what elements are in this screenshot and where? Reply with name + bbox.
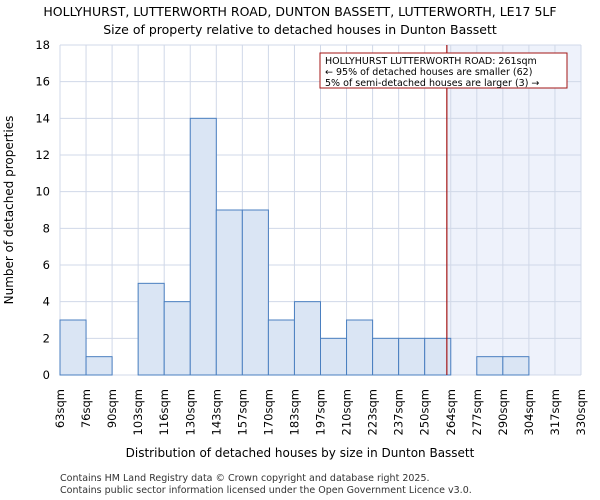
histogram-bar	[189, 117, 217, 376]
annotation-line: 5% of semi-detached houses are larger (3…	[325, 78, 539, 89]
y-tick-label: 12	[35, 148, 50, 162]
x-axis-title: Distribution of detached houses by size …	[126, 446, 475, 460]
plot-area: 0 2 4 6 8 10 12 14 16 18 63sqm 76sqm 90sqm 103sqm 116s…	[35, 38, 588, 435]
y-axis-title: Number of detached properties	[2, 116, 16, 305]
histogram-bar	[59, 319, 87, 376]
y-tick-label: 2	[43, 331, 50, 345]
y-tick-label: 10	[35, 185, 50, 199]
histogram-bar	[215, 209, 243, 376]
x-tick-label: 317sqm	[548, 389, 562, 435]
y-tick-label: 0	[43, 368, 50, 382]
x-tick-label: 197sqm	[314, 389, 328, 435]
annotation-line: ← 95% of detached houses are smaller (62…	[325, 67, 532, 78]
x-tick-label: 290sqm	[496, 389, 510, 435]
x-tick-label: 157sqm	[235, 389, 249, 435]
x-tick-label: 210sqm	[340, 389, 354, 435]
x-tick-label: 116sqm	[157, 389, 171, 435]
y-tick-label: 6	[43, 258, 50, 272]
histogram-bar	[346, 319, 374, 376]
x-tick-label: 76sqm	[79, 389, 93, 428]
histogram-bar	[137, 282, 165, 376]
histogram-bar	[267, 319, 295, 376]
histogram-bar	[372, 337, 400, 376]
x-tick-label: 103sqm	[131, 389, 145, 435]
histogram-bar	[320, 337, 348, 376]
x-tick-label: 143sqm	[209, 389, 223, 435]
y-tick-label: 14	[35, 111, 50, 125]
x-tick-label: 330sqm	[574, 389, 588, 435]
x-tick-label: 264sqm	[444, 389, 458, 435]
larger-region-shade	[446, 45, 581, 375]
histogram-bar	[502, 356, 530, 376]
x-tick-label: 250sqm	[418, 389, 432, 435]
chart-title: HOLLYHURST, LUTTERWORTH ROAD, DUNTON BAS…	[43, 4, 556, 19]
y-tick-label: 18	[35, 38, 50, 52]
chart-subtitle: Size of property relative to detached ho…	[103, 22, 497, 37]
x-tick-label: 130sqm	[183, 389, 197, 435]
histogram-bar	[163, 301, 191, 376]
histogram-bar	[398, 337, 426, 376]
x-tick-label: 237sqm	[392, 389, 406, 435]
histogram-bar	[85, 356, 113, 376]
x-tick-label: 304sqm	[522, 389, 536, 435]
x-tick-label: 183sqm	[287, 389, 301, 435]
histogram-bar	[293, 301, 322, 376]
x-tick-label: 170sqm	[261, 389, 275, 435]
histogram-bar	[241, 209, 269, 376]
footer-line-2: Contains public sector information licen…	[60, 485, 472, 496]
histogram-bar	[476, 356, 504, 376]
x-tick-label: 223sqm	[366, 389, 380, 435]
x-tick-label: 90sqm	[105, 389, 119, 428]
y-tick-label: 4	[43, 295, 50, 309]
annotation-line: HOLLYHURST LUTTERWORTH ROAD: 261sqm	[325, 56, 537, 67]
annotation-box	[319, 52, 568, 89]
footer-line-1: Contains HM Land Registry data © Crown c…	[60, 473, 430, 484]
x-tick-label: 277sqm	[470, 389, 484, 435]
x-tick-label: 63sqm	[53, 389, 67, 428]
y-tick-label: 8	[43, 221, 50, 235]
y-tick-label: 16	[35, 75, 50, 89]
